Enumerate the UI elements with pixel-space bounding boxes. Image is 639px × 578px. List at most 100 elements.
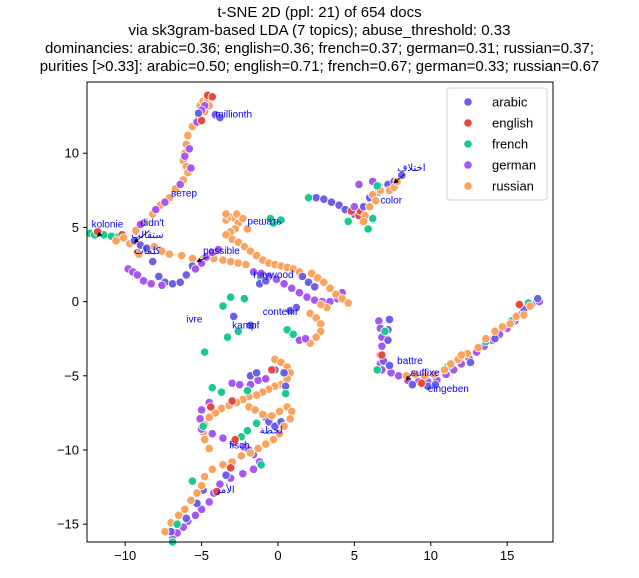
annotation-label: kolonie bbox=[92, 219, 124, 230]
data-point-russian bbox=[325, 283, 335, 293]
data-point-russian bbox=[258, 409, 268, 419]
annotation-label: ветер bbox=[171, 188, 197, 199]
data-point-russian bbox=[204, 412, 214, 422]
data-point-russian bbox=[313, 273, 323, 283]
data-point-russian bbox=[371, 196, 381, 206]
y-tick-label: −5 bbox=[64, 368, 79, 383]
data-point-russian bbox=[456, 350, 466, 360]
data-point-russian bbox=[242, 224, 253, 234]
data-point-french bbox=[303, 193, 314, 203]
data-point-russian bbox=[519, 310, 529, 320]
annotation-label: haywood bbox=[254, 270, 294, 281]
data-point-russian bbox=[186, 495, 196, 506]
annotation-label: didn't bbox=[140, 218, 164, 229]
data-point-german bbox=[218, 433, 228, 443]
data-point-russian bbox=[497, 322, 508, 332]
data-point-german bbox=[374, 316, 384, 326]
data-point-german bbox=[190, 510, 201, 520]
data-point-arabic bbox=[407, 380, 418, 390]
x-tick-label: 0 bbox=[274, 548, 281, 563]
data-point-german bbox=[207, 429, 217, 439]
data-point-russian bbox=[311, 332, 321, 342]
data-point-russian bbox=[216, 403, 227, 414]
points bbox=[85, 90, 544, 547]
data-point-russian bbox=[239, 242, 249, 252]
annotation-arrow bbox=[405, 372, 413, 381]
data-point-russian bbox=[261, 439, 271, 449]
data-point-english bbox=[226, 463, 236, 473]
data-point-german bbox=[213, 245, 223, 255]
chart-title-line: dominancies: arabic=0.36; english=0.36; … bbox=[44, 40, 595, 57]
data-point-german bbox=[196, 405, 207, 415]
data-point-english bbox=[417, 378, 427, 388]
annotation-arrow bbox=[133, 230, 150, 243]
data-point-german bbox=[279, 279, 289, 289]
legend-label-arabic: arabic bbox=[492, 95, 528, 110]
data-point-french bbox=[207, 383, 217, 393]
data-point-russian bbox=[233, 237, 243, 247]
data-point-russian bbox=[481, 334, 491, 344]
chart-title: t-SNE 2D (ppl: 21) of 654 docs via sk3gra… bbox=[0, 4, 639, 76]
data-point-arabic bbox=[384, 314, 395, 325]
data-point-russian bbox=[204, 443, 214, 454]
data-point-french bbox=[187, 476, 198, 486]
data-point-english bbox=[377, 350, 387, 360]
data-point-arabic bbox=[285, 305, 295, 316]
data-point-arabic bbox=[175, 277, 185, 287]
data-point-russian bbox=[285, 414, 295, 424]
data-point-russian bbox=[119, 233, 129, 243]
data-point-english bbox=[230, 435, 240, 445]
annotation-label: كلمات bbox=[134, 246, 161, 257]
data-point-german bbox=[386, 368, 396, 378]
data-point-russian bbox=[276, 357, 286, 368]
plot-frame bbox=[86, 81, 554, 543]
data-point-russian bbox=[251, 251, 262, 261]
data-point-arabic bbox=[384, 360, 395, 371]
data-point-german bbox=[294, 288, 304, 298]
data-point-russian bbox=[274, 406, 285, 417]
data-point-russian bbox=[268, 435, 278, 445]
data-point-russian bbox=[251, 390, 262, 400]
data-point-russian bbox=[218, 460, 228, 470]
data-point-arabic bbox=[167, 279, 178, 289]
data-point-german bbox=[186, 163, 196, 173]
data-point-french bbox=[251, 418, 262, 428]
data-point-russian bbox=[177, 251, 187, 261]
annotation-label: suffixe bbox=[411, 368, 440, 379]
data-point-french bbox=[276, 215, 286, 225]
data-point-french bbox=[218, 301, 228, 311]
data-point-french bbox=[380, 326, 390, 336]
data-point-arabic bbox=[193, 108, 204, 118]
data-point-french bbox=[242, 426, 253, 436]
data-point-russian bbox=[221, 230, 231, 240]
data-point-german bbox=[190, 264, 201, 274]
data-point-arabic bbox=[383, 335, 393, 345]
data-point-arabic bbox=[245, 320, 256, 330]
annotation-arrow bbox=[97, 231, 103, 237]
data-point-german bbox=[135, 219, 146, 230]
x-tick-label: −10 bbox=[114, 548, 136, 563]
data-point-french bbox=[198, 421, 208, 431]
annotation-label: millionth bbox=[215, 110, 252, 121]
data-point-russian bbox=[192, 488, 202, 498]
data-point-arabic bbox=[154, 271, 164, 281]
x-tick-label: 15 bbox=[500, 548, 514, 563]
data-point-german bbox=[151, 205, 161, 215]
annotation-label: ستقالت bbox=[131, 230, 163, 241]
data-point-german bbox=[227, 378, 237, 388]
data-point-arabic bbox=[181, 270, 191, 280]
data-point-french bbox=[233, 326, 243, 336]
data-point-arabic bbox=[297, 271, 308, 281]
data-point-russian bbox=[267, 411, 277, 421]
data-point-russian bbox=[111, 236, 121, 246]
annotation-label: kampf bbox=[232, 320, 259, 331]
data-point-french bbox=[343, 216, 353, 227]
data-point-arabic bbox=[310, 282, 320, 292]
data-point-russian bbox=[183, 130, 193, 141]
legend-label-english: english bbox=[492, 116, 533, 131]
data-point-russian bbox=[241, 259, 251, 270]
data-point-english bbox=[206, 402, 216, 412]
data-point-arabic bbox=[229, 311, 239, 322]
